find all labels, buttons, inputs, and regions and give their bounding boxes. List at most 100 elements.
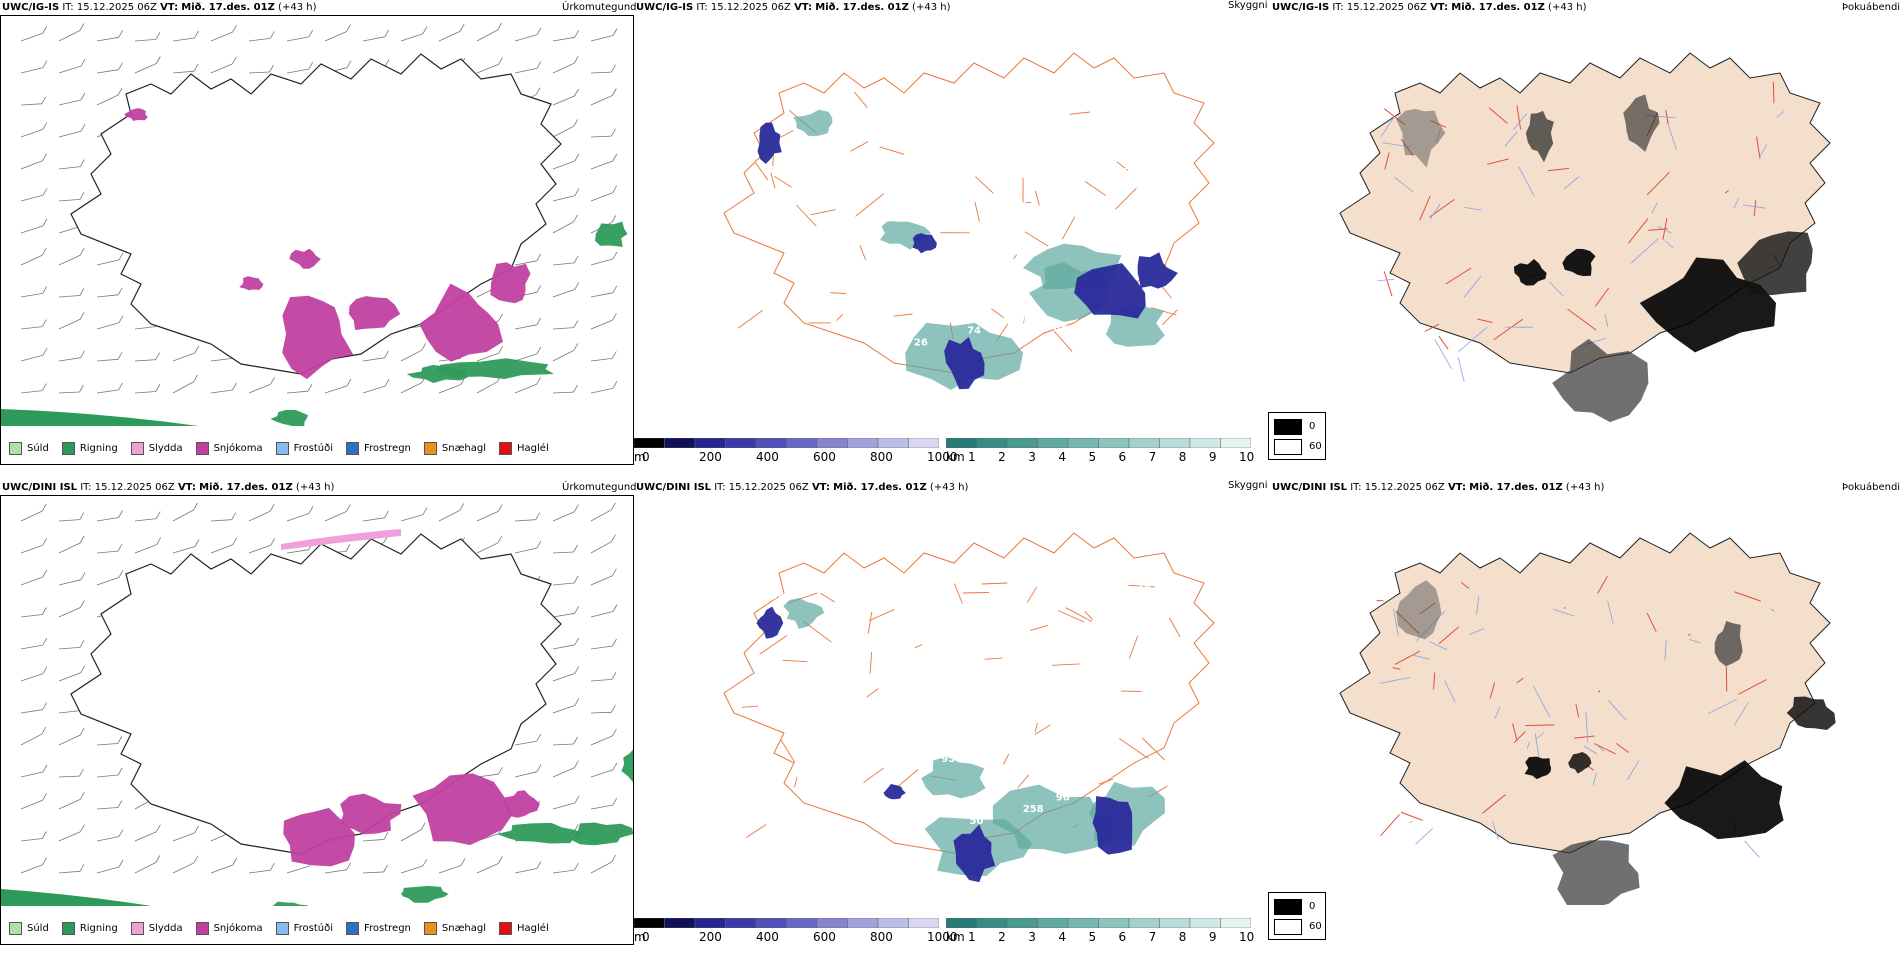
wind-barb <box>21 545 43 553</box>
wind-barb-flag <box>194 503 198 510</box>
vt-label: VT: <box>812 482 830 493</box>
wind-barb <box>21 645 43 649</box>
wind-barb-flag <box>81 93 85 100</box>
wind-barb-flag <box>385 60 389 67</box>
wind-barb-flag <box>385 511 389 518</box>
cloud-base-label: 89 <box>1135 113 1149 124</box>
wind-barb <box>97 359 118 361</box>
wind-barb-flag <box>498 23 502 30</box>
legend-label: Súld <box>27 443 49 454</box>
colorbar-cell <box>726 438 757 448</box>
wind-barb <box>287 37 309 41</box>
colorbar-tick: 600 <box>813 450 836 464</box>
vt-value: Mið. 17.des. 01Z <box>1451 2 1545 13</box>
legend-label: Súld <box>27 923 49 934</box>
wind-barb <box>439 31 460 41</box>
wind-barb <box>515 354 537 361</box>
legend-swatch <box>424 442 437 455</box>
colorbar-tick: 8 <box>1179 930 1187 944</box>
colorbar-tick: 4 <box>1058 930 1066 944</box>
wind-barb-flag <box>347 863 351 870</box>
cloud-base-label: 26 <box>1031 606 1045 617</box>
wind-barb-flag <box>156 57 160 64</box>
wind-barb-flag <box>270 31 274 38</box>
precip-legend-item: Snæhagl <box>424 442 486 455</box>
colorbar-cell <box>1007 438 1038 448</box>
snow-area <box>490 262 530 303</box>
colorbar-cell <box>665 918 696 928</box>
wind-barb <box>59 100 81 105</box>
model-name: UWC/IG-IS <box>636 2 693 13</box>
wind-barb <box>59 319 80 329</box>
precip-type-title: Úrkomutegund <box>562 2 637 13</box>
cloud-base-label: 319 <box>824 225 845 236</box>
visibility-title: Skyggni <box>1228 0 1268 11</box>
wind-barb-flag <box>611 535 615 542</box>
it-label: IT: <box>1350 482 1361 493</box>
wind-barb-flag <box>80 192 84 199</box>
colorbar-cell <box>726 918 757 928</box>
wind-barb <box>591 96 612 106</box>
wind-barb-flag <box>271 538 275 545</box>
wind-barb-flag <box>80 864 84 871</box>
wind-barb-flag <box>80 536 84 543</box>
wind-barb <box>211 545 233 553</box>
wind-barb <box>553 552 574 553</box>
colorbar-cell <box>946 438 977 448</box>
wind-barb-flag <box>574 545 578 552</box>
wind-barb <box>135 545 157 553</box>
wind-barb-flag <box>498 536 502 543</box>
colorbar-cell <box>634 918 665 928</box>
wind-barb-flag <box>574 863 578 870</box>
wind-barb-flag <box>537 347 541 354</box>
wind-barb-flag <box>194 375 198 382</box>
wind-barb-flag <box>194 64 198 71</box>
wind-barb-flag <box>233 538 237 545</box>
wind-barb-flag <box>118 544 122 551</box>
wind-barb <box>97 323 119 329</box>
wind-barb <box>173 382 194 393</box>
wind-barb <box>59 131 81 137</box>
road-line <box>738 310 763 328</box>
wind-barb-flag <box>575 796 579 803</box>
wind-barb-flag <box>537 28 541 35</box>
wind-barb <box>439 866 461 873</box>
wind-barb <box>59 776 80 777</box>
model-name: UWC/IG-IS <box>2 2 59 13</box>
it-label: IT: <box>80 482 91 493</box>
wind-barb-flag <box>80 160 84 167</box>
wind-barb <box>591 736 613 745</box>
wind-barb-flag <box>119 570 123 577</box>
wind-barb-flag <box>612 216 616 223</box>
wind-barb-flag <box>156 353 160 360</box>
precip-legend-item: Slydda <box>131 922 183 935</box>
wind-barb <box>401 830 421 841</box>
legend-label: Frostregn <box>364 923 411 934</box>
wind-barb-flag <box>574 56 578 63</box>
wind-barb-flag <box>194 856 198 863</box>
legend-swatch <box>131 442 144 455</box>
cloud-base-label: 30 <box>995 128 1009 139</box>
wind-barb-flag <box>80 640 84 647</box>
wind-barb-flag <box>574 505 578 512</box>
wind-barb <box>211 520 232 521</box>
wind-barb <box>515 520 536 521</box>
wind-barb <box>401 34 423 41</box>
legend-swatch <box>424 922 437 935</box>
legend-label: Haglél <box>517 443 549 454</box>
wind-barb <box>591 612 613 618</box>
wind-barb <box>591 646 613 649</box>
wind-barb-flag <box>43 188 47 195</box>
wind-barb <box>439 385 461 393</box>
wind-barb-flag <box>574 343 578 350</box>
lead-time: (+43 h) <box>930 482 968 493</box>
wind-barb-flag <box>611 503 615 510</box>
wind-barb <box>287 866 309 873</box>
wind-barb-flag <box>119 316 123 323</box>
colorbar-cell <box>848 438 879 448</box>
